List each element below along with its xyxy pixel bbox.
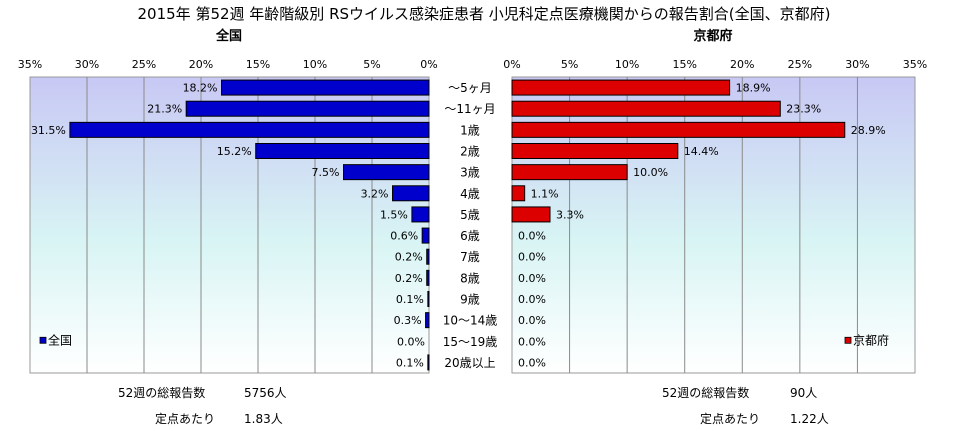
category-label: 1歳 [460, 123, 480, 137]
kyoto-tick-label: 15% [672, 58, 696, 71]
kyoto-plot-area [511, 76, 916, 374]
category-label: 20歳以上 [444, 356, 495, 370]
national-tick-label: 5% [363, 58, 380, 71]
category-label: 4歳 [460, 187, 480, 201]
category-label: 2歳 [460, 145, 480, 159]
kyoto-panel-title: 京都府 [693, 28, 732, 44]
national-data-label: 0.1% [396, 293, 424, 306]
category-label: 3歳 [460, 166, 480, 180]
national-data-label: 15.2% [217, 145, 252, 158]
national-bar [427, 291, 430, 307]
national-per-label: 定点あたり [155, 412, 216, 426]
kyoto-data-label: 0.0% [518, 293, 546, 306]
national-legend-label: 全国 [48, 332, 72, 347]
national-bar [411, 206, 430, 223]
national-tick-label: 30% [75, 58, 99, 71]
national-bar [255, 143, 430, 159]
category-label: 8歳 [460, 271, 480, 285]
kyoto-data-label: 3.3% [556, 208, 584, 221]
national-tick-label: 20% [189, 58, 213, 71]
national-bar [343, 164, 430, 181]
national-bar [425, 312, 430, 329]
kyoto-tick-label: 30% [845, 58, 869, 71]
kyoto-per-value: 1.22人 [790, 412, 829, 426]
kyoto-data-label: 0.0% [518, 314, 546, 327]
national-data-label: 0.1% [396, 356, 424, 369]
national-data-label: 0.0% [397, 335, 425, 348]
kyoto-tick-label: 25% [788, 58, 812, 71]
national-bar [426, 269, 430, 286]
kyoto-data-label: 0.0% [518, 272, 546, 285]
national-tick-label: 0% [420, 58, 437, 71]
category-label: 10～14歳 [443, 314, 498, 328]
national-data-label: 21.3% [147, 103, 182, 116]
kyoto-total-label: 52週の総報告数 [662, 386, 750, 400]
category-label: 9歳 [460, 293, 480, 307]
national-bar [427, 354, 430, 371]
category-label: 5歳 [460, 208, 480, 222]
kyoto-total-value: 90人 [790, 386, 818, 400]
national-bar [69, 121, 430, 138]
national-data-label: 18.2% [183, 82, 218, 95]
kyoto-bar [511, 206, 551, 223]
national-data-label: 1.5% [380, 208, 408, 221]
national-bar [426, 248, 430, 265]
kyoto-bar [511, 164, 628, 181]
kyoto-tick-label: 20% [730, 58, 754, 71]
national-per-value: 1.83人 [244, 412, 283, 426]
kyoto-tick-label: 35% [903, 58, 927, 71]
kyoto-legend-label: 京都府 [853, 332, 889, 347]
national-bar [392, 185, 430, 202]
kyoto-bar [511, 121, 846, 138]
national-panel-title: 全国 [215, 28, 242, 44]
national-tick-label: 25% [132, 58, 156, 71]
kyoto-data-label: 0.0% [518, 356, 546, 369]
kyoto-per-label: 定点あたり [700, 412, 761, 426]
kyoto-data-label: 14.4% [684, 145, 719, 158]
national-bar [185, 100, 430, 117]
kyoto-data-label: 23.3% [786, 103, 821, 116]
national-bar [221, 79, 430, 96]
national-plot-area [29, 76, 430, 374]
chart-title: 2015年 第52週 年齢階級別 RSウイルス感染症患者 小児科定点医療機関から… [138, 5, 831, 23]
kyoto-legend-swatch [844, 336, 852, 344]
national-bar [421, 227, 430, 244]
national-tick-label: 15% [246, 58, 270, 71]
kyoto-data-label: 18.9% [736, 82, 771, 95]
kyoto-bar [511, 185, 526, 202]
kyoto-data-label: 1.1% [531, 187, 559, 200]
category-label: 6歳 [460, 229, 480, 243]
national-total-label: 52週の総報告数 [118, 386, 206, 400]
kyoto-bar [511, 79, 731, 96]
national-data-label: 0.2% [395, 251, 423, 264]
national-data-label: 0.6% [390, 230, 418, 243]
national-data-label: 3.2% [361, 187, 389, 200]
national-data-label: 0.3% [394, 314, 422, 327]
kyoto-data-label: 0.0% [518, 251, 546, 264]
national-total-value: 5756人 [244, 386, 287, 400]
kyoto-tick-label: 5% [561, 58, 578, 71]
kyoto-bar [511, 143, 679, 159]
kyoto-bar [511, 100, 781, 117]
category-label: 15～19歳 [443, 335, 498, 349]
national-legend-swatch [39, 336, 47, 344]
category-label: ～5ヶ月 [448, 81, 492, 95]
kyoto-data-label: 28.9% [851, 124, 886, 137]
national-tick-label: 35% [18, 58, 42, 71]
kyoto-data-label: 0.0% [518, 230, 546, 243]
kyoto-tick-label: 0% [503, 58, 520, 71]
kyoto-tick-label: 10% [615, 58, 639, 71]
national-data-label: 31.5% [31, 124, 66, 137]
kyoto-data-label: 0.0% [518, 335, 546, 348]
national-tick-label: 10% [303, 58, 327, 71]
category-label: 7歳 [460, 250, 480, 264]
category-label: ～11ヶ月 [444, 102, 495, 116]
national-data-label: 7.5% [312, 166, 340, 179]
national-data-label: 0.2% [395, 272, 423, 285]
kyoto-data-label: 10.0% [633, 166, 668, 179]
